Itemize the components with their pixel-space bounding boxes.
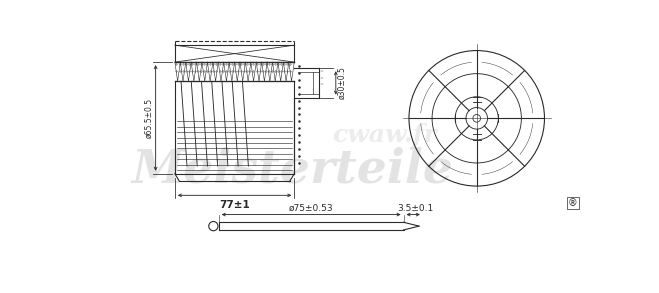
Text: 77±1: 77±1 xyxy=(219,200,250,210)
Text: ø75±0.53: ø75±0.53 xyxy=(289,204,333,213)
Text: 3.5±0.1: 3.5±0.1 xyxy=(397,204,433,213)
Text: ø30±0.5: ø30±0.5 xyxy=(337,67,347,99)
Text: ø65.5±0.5: ø65.5±0.5 xyxy=(144,98,154,138)
Text: Meisterteile: Meisterteile xyxy=(131,147,453,193)
Text: ®: ® xyxy=(568,198,578,208)
Text: cwaw.fr: cwaw.fr xyxy=(332,123,437,147)
